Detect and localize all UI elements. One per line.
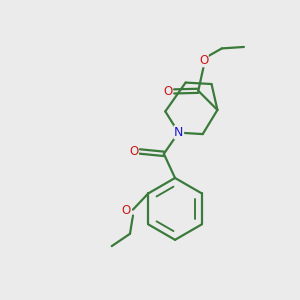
Text: N: N <box>174 126 184 139</box>
Text: O: O <box>122 204 131 217</box>
Text: O: O <box>199 54 208 67</box>
Text: O: O <box>163 85 172 98</box>
Text: O: O <box>129 145 138 158</box>
